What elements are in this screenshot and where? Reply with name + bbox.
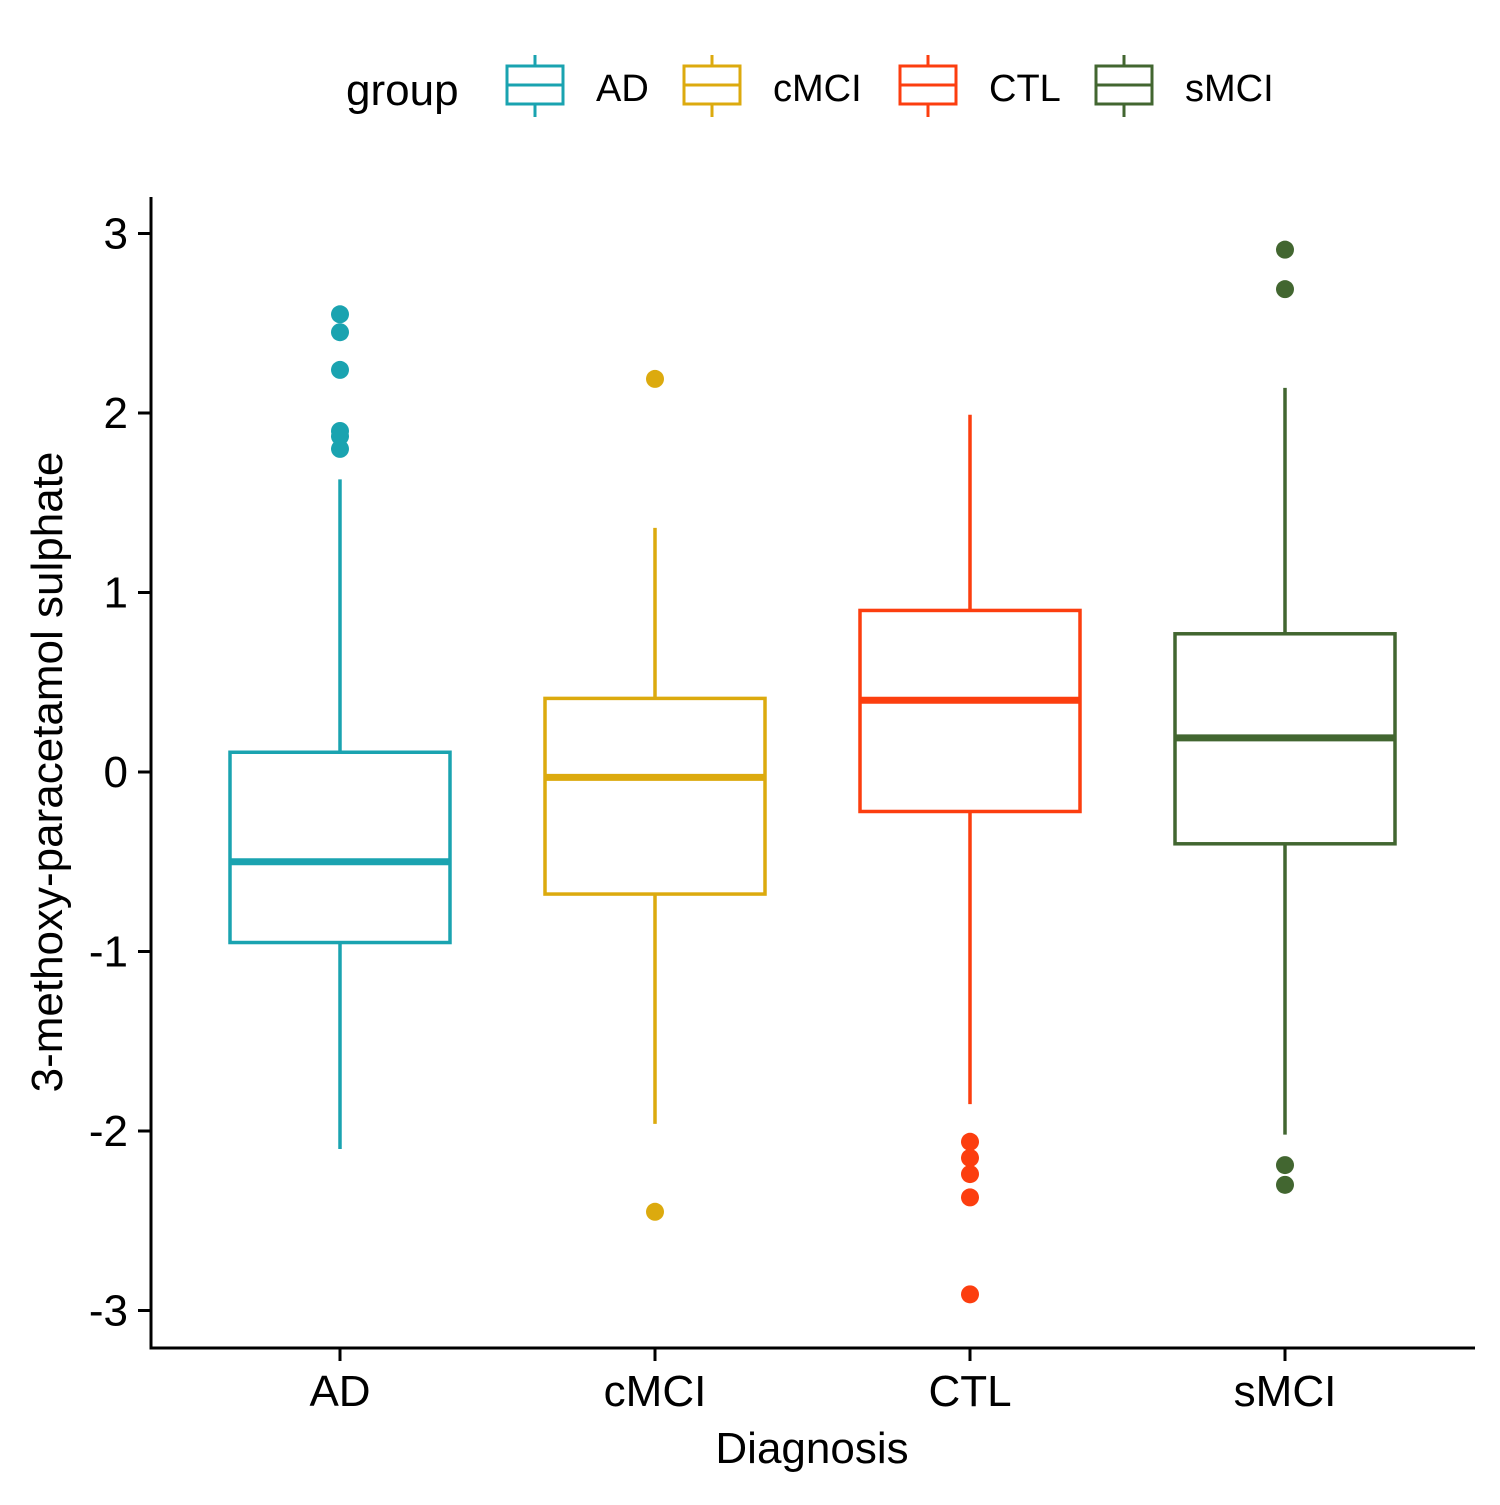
- outlier-point: [331, 427, 349, 446]
- y-tick-label: 1: [104, 569, 128, 618]
- box-group-cmci: [543, 369, 767, 1221]
- legend-label: CTL: [989, 68, 1061, 110]
- x-tick-label: sMCI: [1234, 1367, 1337, 1416]
- box-group-ctl: [858, 414, 1082, 1304]
- legend-label: sMCI: [1185, 68, 1274, 110]
- outlier-point: [961, 1285, 979, 1304]
- x-tick-label: CTL: [928, 1367, 1011, 1416]
- y-tick-label: -3: [89, 1287, 128, 1336]
- x-axis-title: Diagnosis: [715, 1424, 908, 1473]
- outlier-point: [961, 1165, 979, 1184]
- legend-item-ctl: CTL: [898, 55, 1061, 117]
- legend-item-smci: sMCI: [1094, 55, 1274, 117]
- y-tick-label: 2: [104, 389, 128, 438]
- boxes: [228, 240, 1397, 1304]
- y-tick-label: 0: [104, 748, 128, 797]
- legend: group AD cMCI CTL sMCI: [346, 55, 1274, 117]
- box-iqr: [543, 696, 767, 896]
- outlier-point: [646, 369, 664, 388]
- outlier-point: [961, 1188, 979, 1207]
- box-iqr: [228, 750, 452, 945]
- outlier-point: [1276, 1175, 1294, 1194]
- y-axis-title: 3-methoxy-paracetamol sulphate: [23, 452, 72, 1093]
- y-tick-label: -2: [89, 1107, 128, 1156]
- outlier-point: [1276, 1156, 1294, 1175]
- box-iqr: [858, 608, 1082, 814]
- box-group-smci: [1173, 240, 1397, 1194]
- y-tick-label: 3: [104, 210, 128, 259]
- legend-label: AD: [596, 68, 649, 110]
- axes: 3 2 1 0 -1 -2 -3 AD cMCI CTL sMCI: [89, 197, 1475, 1416]
- outlier-point: [1276, 240, 1294, 259]
- x-tick-label: AD: [309, 1367, 370, 1416]
- outlier-point: [331, 360, 349, 379]
- legend-title: group: [346, 66, 459, 115]
- x-tick-label: cMCI: [604, 1367, 707, 1416]
- outlier-point: [961, 1148, 979, 1167]
- box-group-ad: [228, 305, 452, 1149]
- legend-items: AD cMCI CTL sMCI: [505, 55, 1274, 117]
- outlier-point: [331, 323, 349, 342]
- legend-label: cMCI: [773, 68, 862, 110]
- outlier-point: [331, 439, 349, 458]
- outlier-point: [646, 1202, 664, 1221]
- legend-item-cmci: cMCI: [682, 55, 862, 117]
- y-tick-label: -1: [89, 928, 128, 977]
- outlier-point: [1276, 280, 1294, 299]
- outlier-point: [961, 1132, 979, 1151]
- outlier-point: [331, 305, 349, 324]
- y-ticks: 3 2 1 0 -1 -2 -3: [89, 210, 151, 1336]
- x-ticks: AD cMCI CTL sMCI: [309, 1348, 1336, 1416]
- legend-item-ad: AD: [505, 55, 649, 117]
